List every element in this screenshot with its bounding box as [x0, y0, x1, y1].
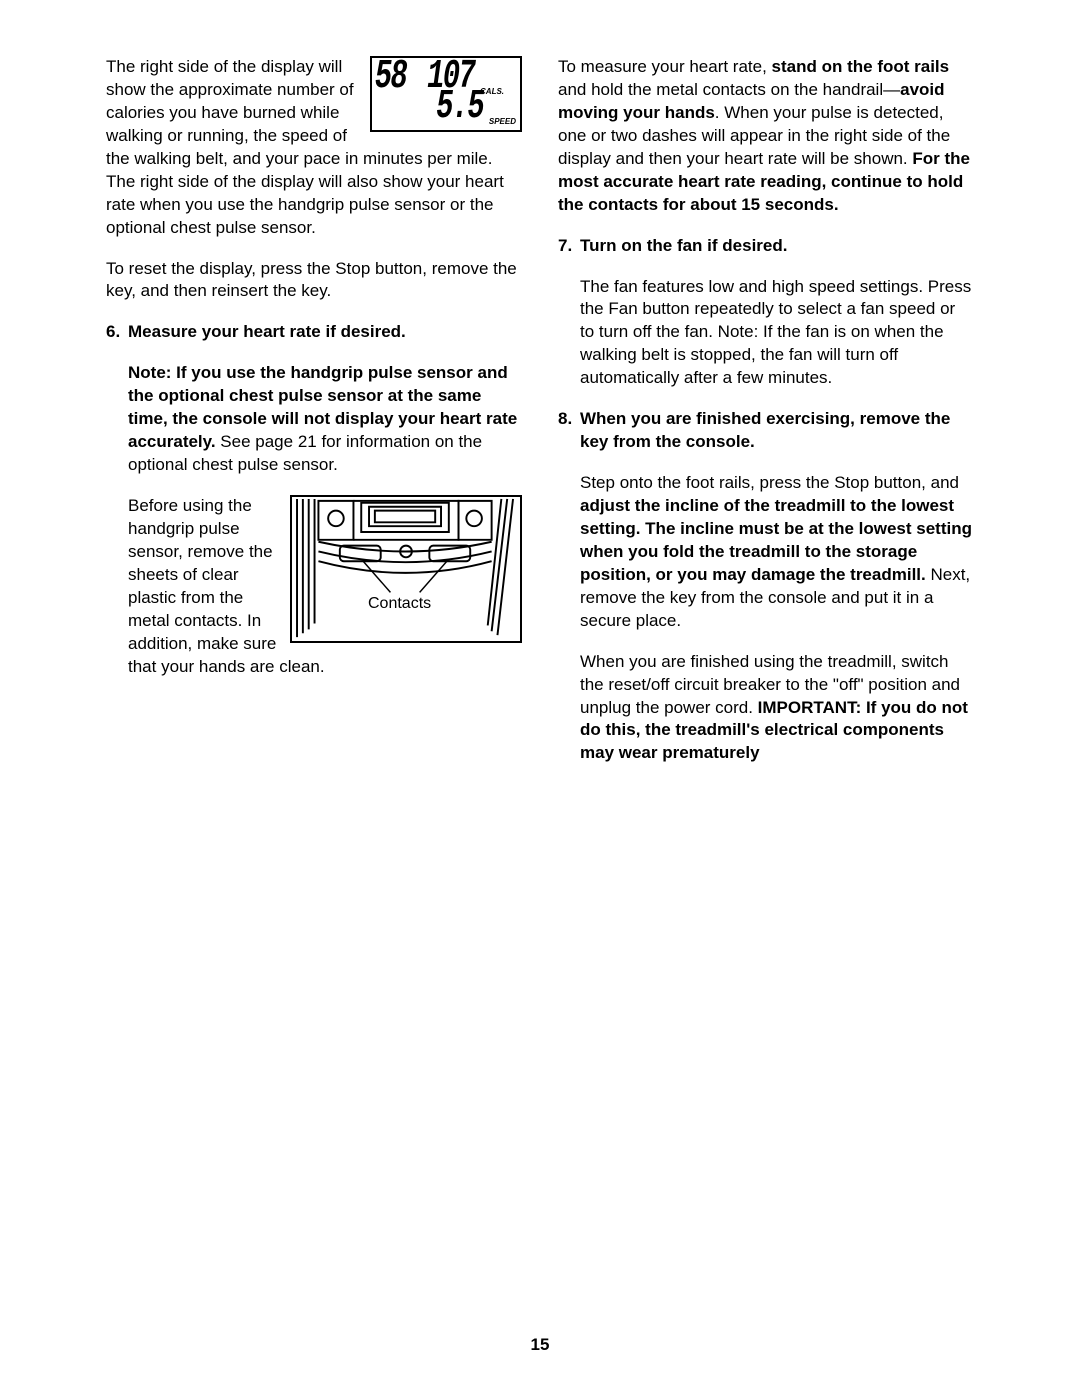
step-8-number: 8.	[558, 408, 580, 454]
step-7-paragraph: The fan features low and high speed sett…	[580, 276, 974, 391]
right-column: To measure your heart rate, stand on the…	[558, 56, 974, 783]
console-figure: Contacts	[290, 495, 522, 643]
step-7-number: 7.	[558, 235, 580, 258]
page-number: 15	[0, 1334, 1080, 1357]
intro-paragraph-2: To reset the display, press the Stop but…	[106, 258, 522, 304]
step-8-title: When you are finished exercising, remove…	[580, 408, 974, 454]
hr-bold-1: stand on the foot rails	[772, 57, 950, 76]
step-6-title: Measure your heart rate if desired.	[128, 321, 406, 344]
step-7-heading: 7. Turn on the fan if desired.	[558, 235, 974, 258]
step-8-p1-bold: adjust the incline of the treadmill to t…	[580, 496, 972, 584]
step-6-note: Note: If you use the handgrip pulse sens…	[128, 362, 522, 477]
lcd-unit-speed: SPEED	[489, 117, 516, 128]
left-column: 58 107 CALS. 5.5 SPEED The right side of…	[106, 56, 522, 783]
hr-text-a: To measure your heart rate,	[558, 57, 772, 76]
step-7-title: Turn on the fan if desired.	[580, 235, 787, 258]
lcd-unit-cals: CALS.	[480, 87, 504, 98]
hr-text-b: and hold the metal contacts on the handr…	[558, 80, 900, 99]
lcd-display-figure: 58 107 CALS. 5.5 SPEED	[370, 56, 522, 132]
step-8-paragraph-2: When you are finished using the treadmil…	[580, 651, 974, 766]
step-8-paragraph-1: Step onto the foot rails, press the Stop…	[580, 472, 974, 633]
console-line-art	[292, 497, 520, 641]
heart-rate-paragraph: To measure your heart rate, stand on the…	[558, 56, 974, 217]
contacts-label: Contacts	[366, 593, 433, 615]
step-8-heading: 8. When you are finished exercising, rem…	[558, 408, 974, 454]
step-8-p1-a: Step onto the foot rails, press the Stop…	[580, 473, 959, 492]
lcd-value-left: 58	[375, 57, 406, 98]
page-body: 58 107 CALS. 5.5 SPEED The right side of…	[0, 0, 1080, 823]
step-6-heading: 6. Measure your heart rate if desired.	[106, 321, 522, 344]
step-6-number: 6.	[106, 321, 128, 344]
lcd-value-speed: 5.5	[436, 87, 483, 128]
